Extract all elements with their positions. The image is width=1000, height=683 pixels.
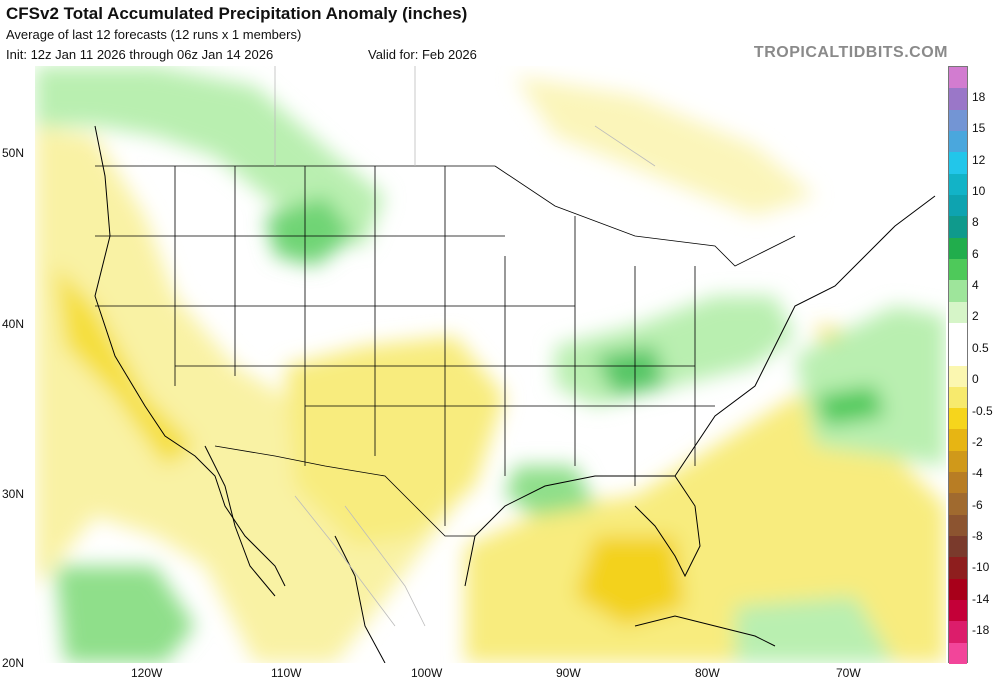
precip-anomaly-map <box>35 66 946 663</box>
colorbar <box>948 66 968 665</box>
wet-area-northwest <box>35 66 385 246</box>
colorbar-label: -18 <box>972 623 990 638</box>
baja-east-coast <box>204 445 276 597</box>
colorbar-segment <box>949 344 967 366</box>
wet-area-atlantic <box>795 306 946 466</box>
colorbar-label: 6 <box>972 246 979 261</box>
wet-core-montana <box>265 196 355 266</box>
colorbar-segment <box>949 536 967 558</box>
colorbar-label: -10 <box>972 560 990 575</box>
colorbar-segment <box>949 194 967 217</box>
colorbar-label: 15 <box>972 121 986 136</box>
colorbar-segment <box>949 322 967 345</box>
cuba-coastline <box>634 615 776 647</box>
lon-label: 100W <box>411 666 443 680</box>
colorbar-segment <box>949 429 967 452</box>
colorbar-segment <box>949 280 967 303</box>
colorbar-segment <box>949 258 967 281</box>
colorbar-label: -14 <box>972 591 990 606</box>
wet-area-gulf-coast <box>505 466 595 516</box>
lon-label: 110W <box>271 666 302 680</box>
lat-label: 40N <box>2 317 25 331</box>
dry-core-gulf <box>575 536 685 626</box>
zonal-borders <box>95 235 715 407</box>
east-coastline <box>674 195 936 477</box>
mexico-internal-borders <box>294 495 426 627</box>
colorbar-segment <box>949 386 967 409</box>
colorbar-segment <box>949 152 967 175</box>
colorbar-segment <box>949 216 967 239</box>
mexico-state-borders <box>274 66 656 627</box>
brand-watermark: TROPICALTIDBITS.COM <box>753 44 948 61</box>
dry-area-hudson <box>515 76 815 216</box>
colorbar-label: 12 <box>972 152 986 167</box>
lat-label: 20N <box>2 656 25 670</box>
mexico-border <box>214 445 475 537</box>
init-text: Init: 12z Jan 11 2026 through 06z Jan 14… <box>6 47 274 62</box>
colorbar-segment <box>949 88 967 111</box>
subtitle: Average of last 12 forecasts (12 runs x … <box>6 27 302 42</box>
wet-core-tennessee <box>595 346 665 396</box>
wet-core-atlantic <box>815 386 885 426</box>
colorbar-segment <box>949 514 967 537</box>
colorbar-segment <box>949 472 967 494</box>
great-lakes-border <box>494 165 796 267</box>
colorbar-segment <box>949 493 967 516</box>
colorbar-segment <box>949 578 967 601</box>
lon-label: 80W <box>695 666 720 680</box>
colorbar-label: 0 <box>972 372 979 387</box>
map-title: CFSv2 Total Accumulated Precipitation An… <box>6 4 468 23</box>
colorbar-segment <box>949 450 967 473</box>
colorbar-label: 2 <box>972 309 979 324</box>
colorbar-segment <box>949 621 967 644</box>
colorbar-segment <box>949 109 967 132</box>
colorbar-label: 8 <box>972 215 979 230</box>
lat-label: 30N <box>2 487 25 501</box>
colorbar-label: 18 <box>972 89 986 104</box>
colorbar-label: 10 <box>972 184 986 199</box>
valid-text: Valid for: Feb 2026 <box>368 47 477 62</box>
colorbar-label: 4 <box>972 278 979 293</box>
colorbar-segment <box>949 237 967 260</box>
colorbar-segment <box>949 642 967 665</box>
state-borders <box>95 165 796 537</box>
colorbar-label: -4 <box>972 466 983 481</box>
lon-label: 70W <box>836 666 861 680</box>
colorbar-label: -8 <box>972 528 983 543</box>
colorbar-segment <box>949 301 967 324</box>
colorbar-segment <box>949 408 967 430</box>
lon-label: 120W <box>131 666 163 680</box>
colorbar-segment <box>949 365 967 388</box>
colorbar-segment <box>949 130 967 153</box>
colorbar-segment <box>949 67 967 89</box>
lat-label: 50N <box>2 146 25 160</box>
wet-area-eastern-pacific <box>55 566 195 663</box>
wet-area-caribbean <box>735 596 895 663</box>
colorbar-label: -6 <box>972 497 983 512</box>
lon-label: 90W <box>556 666 581 680</box>
colorbar-segment <box>949 600 967 622</box>
colorbar-segment <box>949 557 967 580</box>
colorbar-label: 0.5 <box>972 340 989 355</box>
colorbar-segment <box>949 173 967 196</box>
dry-core-california <box>55 266 195 466</box>
colorbar-label: -0.5 <box>972 403 993 418</box>
colorbar-label: -2 <box>972 434 983 449</box>
dry-area-texas <box>285 336 505 546</box>
canada-internal-borders <box>274 66 656 167</box>
mexico-pacific-coast <box>334 535 386 663</box>
coastlines <box>94 125 936 663</box>
map-canvas <box>35 66 946 663</box>
anomaly-fields <box>35 66 946 663</box>
